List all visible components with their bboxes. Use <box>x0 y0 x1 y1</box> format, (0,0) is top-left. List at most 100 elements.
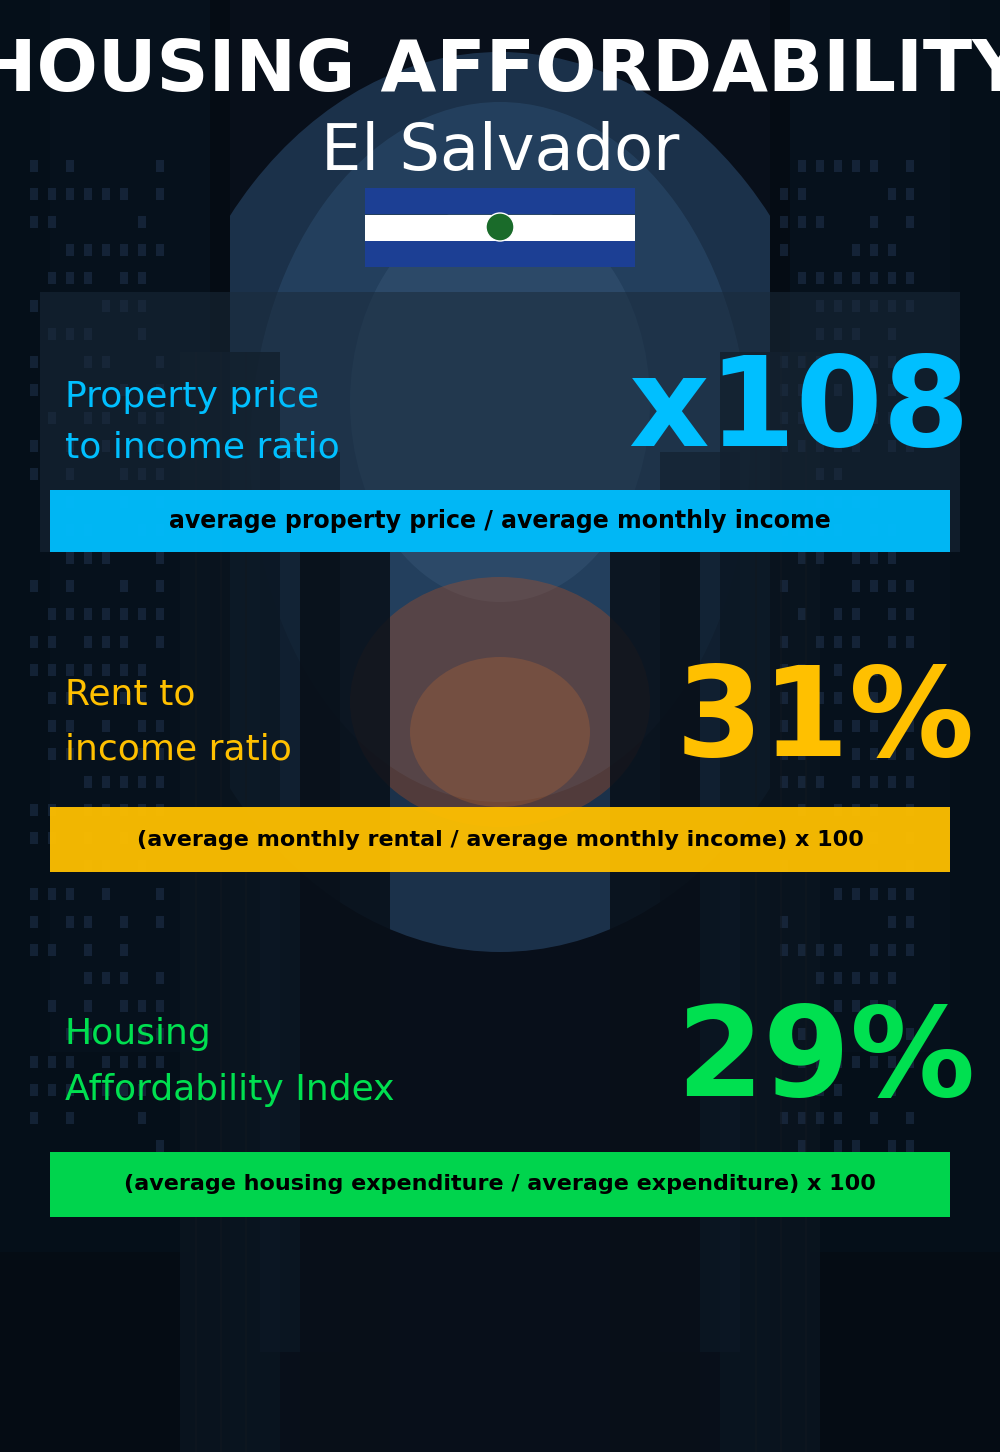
Bar <box>156 720 164 732</box>
Bar <box>40 292 960 552</box>
Bar <box>30 579 38 592</box>
Bar <box>798 1140 806 1151</box>
Bar <box>888 440 896 452</box>
Bar <box>888 1140 896 1151</box>
Bar <box>120 244 128 256</box>
Bar <box>834 608 842 620</box>
Bar <box>138 1085 146 1096</box>
Bar <box>138 860 146 873</box>
Bar <box>138 272 146 285</box>
Bar <box>84 244 92 256</box>
Bar <box>84 272 92 285</box>
Bar <box>834 160 842 171</box>
Bar <box>816 1112 824 1124</box>
Bar <box>870 693 878 704</box>
Bar <box>156 412 164 424</box>
Bar <box>870 748 878 759</box>
Bar <box>102 804 110 816</box>
Bar <box>138 328 146 340</box>
Bar <box>30 1056 38 1069</box>
Bar <box>870 524 878 536</box>
Bar <box>888 524 896 536</box>
Bar <box>66 160 74 171</box>
Bar <box>138 664 146 677</box>
Bar <box>852 636 860 648</box>
Bar <box>834 1056 842 1069</box>
Bar <box>66 1112 74 1124</box>
Bar <box>888 608 896 620</box>
Bar <box>120 1000 128 1012</box>
Bar <box>66 524 74 536</box>
Bar <box>780 351 782 1452</box>
Bar <box>834 720 842 732</box>
Bar <box>120 775 128 788</box>
Bar <box>810 0 1000 1252</box>
Bar <box>720 351 820 1452</box>
Bar <box>834 1085 842 1096</box>
Bar <box>156 440 164 452</box>
Bar <box>816 356 824 367</box>
Bar <box>852 889 860 900</box>
Bar <box>852 1056 860 1069</box>
Bar <box>888 383 896 396</box>
Bar <box>798 356 806 367</box>
Bar <box>780 412 788 424</box>
Text: Rent to
income ratio: Rent to income ratio <box>65 677 292 767</box>
Bar <box>780 693 788 704</box>
Bar <box>755 351 757 1452</box>
Ellipse shape <box>350 202 650 603</box>
Bar <box>365 241 635 267</box>
Bar <box>834 383 842 396</box>
Bar <box>852 1140 860 1151</box>
Bar <box>66 889 74 900</box>
Bar <box>798 775 806 788</box>
Bar <box>30 916 38 928</box>
Bar <box>138 301 146 312</box>
Bar <box>870 412 878 424</box>
Bar <box>48 1085 56 1096</box>
Bar <box>66 579 74 592</box>
Bar <box>84 804 92 816</box>
Bar <box>780 1112 788 1124</box>
Bar <box>906 272 914 285</box>
Bar <box>780 244 788 256</box>
Bar <box>798 524 806 536</box>
Bar <box>816 1085 824 1096</box>
Bar <box>84 187 92 200</box>
Bar <box>102 244 110 256</box>
Bar <box>852 301 860 312</box>
Bar <box>852 720 860 732</box>
Bar <box>888 1056 896 1069</box>
Bar <box>120 1085 128 1096</box>
Bar <box>870 216 878 228</box>
Bar <box>780 748 788 759</box>
Bar <box>120 187 128 200</box>
Bar <box>870 804 878 816</box>
Bar <box>120 608 128 620</box>
Bar <box>102 412 110 424</box>
Bar <box>156 775 164 788</box>
Bar <box>816 1056 824 1069</box>
Bar <box>156 608 164 620</box>
Bar <box>48 664 56 677</box>
Bar <box>798 216 806 228</box>
Bar <box>102 552 110 563</box>
Bar <box>780 860 788 873</box>
Bar <box>66 1028 74 1040</box>
Bar <box>906 944 914 955</box>
Bar <box>888 1085 896 1096</box>
Bar <box>50 0 210 1053</box>
Bar <box>852 579 860 592</box>
Bar <box>834 328 842 340</box>
Bar <box>138 468 146 481</box>
Bar <box>906 160 914 171</box>
Bar <box>816 1028 824 1040</box>
Bar <box>870 664 878 677</box>
Bar <box>48 608 56 620</box>
Bar <box>798 1056 806 1069</box>
Bar <box>84 860 92 873</box>
Bar <box>852 160 860 171</box>
Bar <box>84 832 92 844</box>
Bar <box>66 497 74 508</box>
Bar <box>30 832 38 844</box>
